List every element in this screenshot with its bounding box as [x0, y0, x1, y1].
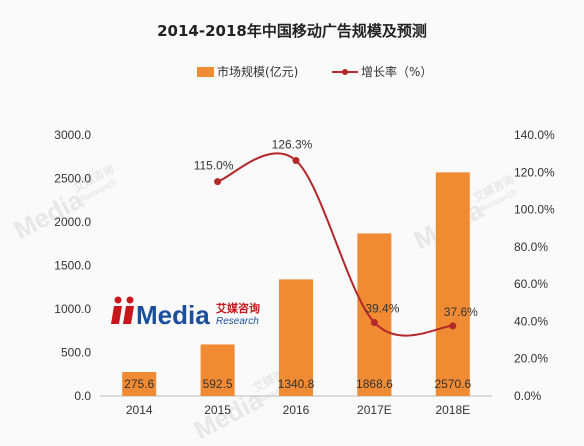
bar — [122, 372, 157, 396]
left-tick-label: 2500.0 — [54, 172, 91, 186]
bar — [435, 172, 470, 396]
left-axis: 0.0 500.0 1000.0 1500.0 2000.0 2500.0 3000.0 — [54, 128, 91, 403]
logo-brand: Media — [136, 300, 210, 330]
x-tick-label: 2018E — [435, 403, 470, 417]
legend: 市场规模(亿元) 增长率（%） — [197, 64, 432, 79]
bar-series: 275.6 592.5 1340.8 1868.6 2570.6 — [122, 172, 471, 396]
logo-brand-en: Research — [216, 316, 259, 327]
growth-value-label: 115.0% — [194, 159, 234, 173]
bar-value-label: 2570.6 — [434, 377, 471, 391]
bar — [357, 233, 392, 396]
growth-point — [370, 319, 378, 327]
left-tick-label: 1000.0 — [54, 302, 91, 316]
iimedia-logo-mark — [111, 296, 134, 324]
x-tick-label: 2016 — [283, 403, 310, 417]
x-tick-label: 2014 — [126, 403, 153, 417]
right-tick-label: 0.0% — [514, 389, 542, 403]
bar — [279, 279, 313, 396]
chart-title: 2014-2018年中国移动广告规模及预测 — [157, 22, 427, 40]
growth-line-series: 115.0% 126.3% 39.4% 37.6% — [194, 138, 478, 337]
growth-line — [217, 152, 453, 337]
bar-value-label: 275.6 — [124, 377, 154, 391]
growth-value-label: 126.3% — [272, 138, 313, 152]
bar-value-label: 1340.8 — [278, 377, 315, 391]
right-tick-label: 80.0% — [514, 240, 548, 254]
right-tick-label: 20.0% — [514, 352, 548, 366]
right-tick-label: 100.0% — [514, 203, 555, 217]
right-tick-label: 140.0% — [514, 128, 555, 142]
right-tick-label: 40.0% — [514, 314, 548, 328]
growth-point — [449, 322, 457, 330]
right-tick-label: 60.0% — [514, 277, 548, 291]
left-tick-label: 3000.0 — [54, 128, 91, 142]
left-tick-label: 1500.0 — [54, 259, 91, 273]
growth-point — [214, 178, 222, 186]
x-axis: 2014 2015 2016 2017E 2018E — [126, 403, 470, 417]
logo-brand-cn: 艾媒咨询 — [216, 301, 260, 315]
legend-swatch-bar — [197, 67, 214, 77]
growth-value-label: 37.6% — [444, 305, 478, 319]
legend-label-bar: 市场规模(亿元) — [217, 64, 298, 79]
legend-label-line: 增长率（%） — [361, 64, 432, 79]
growth-point — [292, 157, 300, 165]
iimedia-logo: Media 艾媒咨询 Research — [111, 296, 260, 330]
left-tick-label: 500.0 — [61, 346, 91, 360]
bar — [200, 344, 235, 396]
left-tick-label: 2000.0 — [54, 215, 91, 229]
bar-value-label: 592.5 — [203, 377, 233, 391]
legend-swatch-marker — [342, 69, 348, 75]
bar-value-label: 1868.6 — [356, 377, 393, 391]
growth-value-label: 39.4% — [365, 302, 399, 316]
x-tick-label: 2017E — [357, 403, 392, 417]
x-tick-label: 2015 — [204, 403, 231, 417]
right-axis: 0.0% 20.0% 40.0% 60.0% 80.0% 100.0% 120.0% 140.… — [514, 128, 555, 403]
left-tick-label: 0.0 — [74, 389, 91, 403]
right-tick-label: 120.0% — [514, 165, 555, 179]
